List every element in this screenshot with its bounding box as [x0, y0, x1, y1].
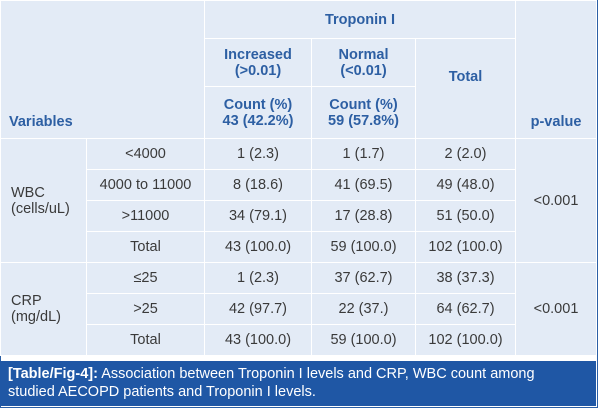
- crp-increased: 43 (100.0): [204, 324, 312, 356]
- results-table: Variables Troponin I p-value Increased (…: [0, 0, 598, 356]
- crp-total: 38 (37.3): [414, 262, 517, 294]
- crp-pvalue: <0.001: [515, 262, 598, 356]
- wbc-increased: 1 (2.3): [204, 138, 312, 170]
- wbc-normal: 1 (1.7): [311, 138, 416, 170]
- increased-header: Increased (>0.01): [204, 38, 312, 87]
- table-row: WBC (cells/uL) <4000 1 (2.3) 1 (1.7) 2 (…: [0, 138, 598, 263]
- table-row: >11000 34 (79.1) 17 (28.8) 51 (50.0): [1, 200, 597, 232]
- crp-increased: 42 (97.7): [204, 293, 312, 325]
- wbc-pvalue: <0.001: [515, 138, 598, 263]
- count-increased-line1: Count (%): [223, 96, 293, 113]
- crp-total: 64 (62.7): [414, 293, 517, 325]
- wbc-label-line1: WBC: [11, 184, 45, 201]
- wbc-total: 49 (48.0): [414, 169, 517, 201]
- crp-normal: 37 (62.7): [311, 262, 416, 294]
- wbc-category: Total: [86, 231, 205, 263]
- wbc-total: 51 (50.0): [414, 200, 517, 232]
- count-increased-header: Count (%) 43 (42.2%): [204, 86, 312, 139]
- crp-category: >25: [86, 293, 205, 325]
- wbc-total: 102 (100.0): [414, 231, 517, 263]
- header-row-3: Count (%) 43 (42.2%) Count (%) 59 (57.8%…: [1, 86, 597, 139]
- wbc-total: 2 (2.0): [414, 138, 517, 170]
- wbc-label: WBC (cells/uL): [0, 138, 87, 263]
- normal-header-line2: (<0.01): [340, 62, 387, 79]
- caption-label: [Table/Fig-4]:: [8, 366, 98, 382]
- crp-increased: 1 (2.3): [204, 262, 312, 294]
- header-row-1: Variables Troponin I p-value: [0, 0, 598, 139]
- caption-text-line1: Association between Troponin I levels an…: [101, 366, 535, 382]
- wbc-category: >11000: [86, 200, 205, 232]
- crp-category: ≤25: [86, 262, 205, 294]
- wbc-increased: 34 (79.1): [204, 200, 312, 232]
- crp-total: 102 (100.0): [414, 324, 517, 356]
- wbc-category: 4000 to 11000: [86, 169, 205, 201]
- total-header: Total: [414, 38, 517, 139]
- wbc-normal: 59 (100.0): [311, 231, 416, 263]
- crp-label-line1: CRP: [11, 293, 42, 309]
- count-normal-line2: 59 (57.8%): [328, 112, 399, 129]
- header-row-2: Increased (>0.01) Normal (<0.01) Total: [1, 38, 597, 139]
- wbc-increased: 43 (100.0): [204, 231, 312, 263]
- increased-header-line1: Increased: [224, 46, 292, 63]
- normal-header-line1: Normal: [338, 46, 389, 63]
- troponin-header: Troponin I: [203, 0, 517, 39]
- normal-header: Normal (<0.01): [311, 38, 416, 87]
- variables-header: Variables: [0, 0, 205, 139]
- caption-line1: [Table/Fig-4]: Association between Tropo…: [8, 365, 588, 383]
- crp-category: Total: [86, 324, 205, 356]
- caption-text-line2: studied AECOPD patients and Troponin I l…: [8, 384, 316, 400]
- crp-normal: 22 (37.): [311, 293, 416, 325]
- crp-label: CRP (mg/dL): [0, 262, 87, 356]
- wbc-normal: 17 (28.8): [311, 200, 416, 232]
- crp-label-line2: (mg/dL): [11, 309, 61, 325]
- increased-header-line2: (>0.01): [234, 62, 282, 79]
- wbc-label-line2: (cells/uL): [11, 200, 70, 217]
- table-row: >25 42 (97.7) 22 (37.) 64 (62.7): [1, 293, 597, 325]
- count-normal-line1: Count (%): [329, 96, 398, 113]
- wbc-increased: 8 (18.6): [204, 169, 312, 201]
- count-normal-header: Count (%) 59 (57.8%): [311, 86, 416, 139]
- total-header-label: Total: [448, 68, 483, 85]
- table-row: 4000 to 11000 8 (18.6) 41 (69.5) 49 (48.…: [1, 169, 597, 201]
- table-row: Total 43 (100.0) 59 (100.0) 102 (100.0): [1, 324, 597, 356]
- pvalue-header: p-value: [515, 0, 598, 139]
- table-row: CRP (mg/dL) ≤25 1 (2.3) 37 (62.7) 38 (37…: [0, 262, 598, 356]
- crp-normal: 59 (100.0): [311, 324, 416, 356]
- count-increased-line2: 43 (42.2%): [222, 112, 294, 129]
- wbc-category: <4000: [86, 138, 205, 170]
- table-caption: [Table/Fig-4]: Association between Tropo…: [0, 361, 596, 406]
- wbc-normal: 41 (69.5): [311, 169, 416, 201]
- table-row: Total 43 (100.0) 59 (100.0) 102 (100.0): [1, 231, 597, 263]
